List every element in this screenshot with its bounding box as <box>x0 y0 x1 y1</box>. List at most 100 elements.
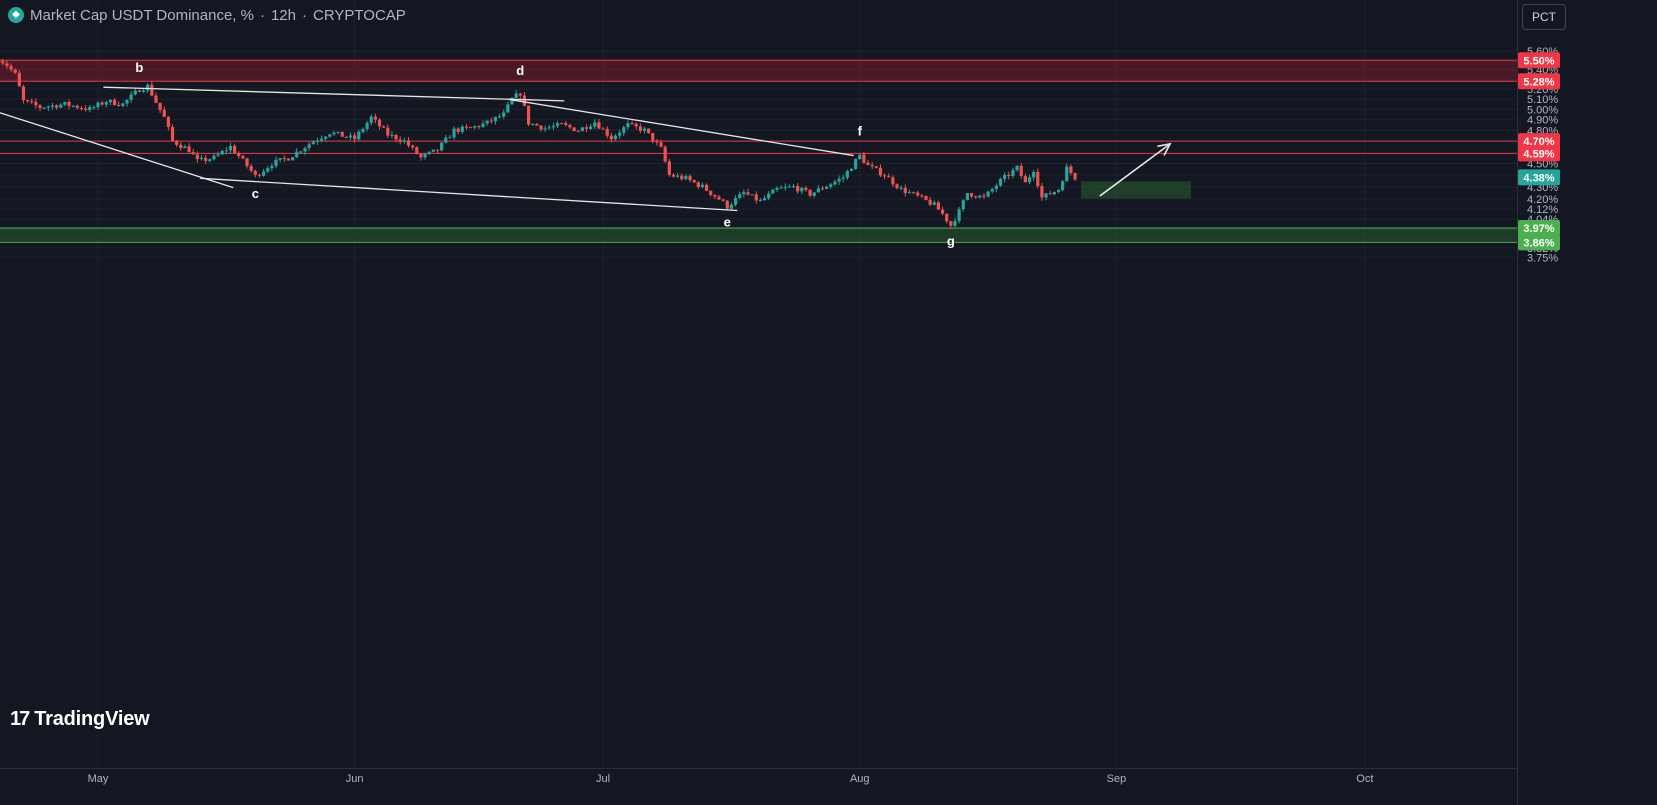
candle[interactable] <box>170 124 175 142</box>
candle[interactable] <box>547 124 551 130</box>
candle[interactable] <box>907 189 912 194</box>
candle[interactable] <box>895 183 899 190</box>
candle[interactable] <box>800 186 804 195</box>
candle[interactable] <box>55 104 59 110</box>
candle[interactable] <box>866 159 870 166</box>
candle[interactable] <box>862 151 866 164</box>
candle[interactable] <box>448 135 452 139</box>
candle[interactable] <box>986 190 990 198</box>
candle[interactable] <box>605 126 609 139</box>
candle[interactable] <box>17 70 21 87</box>
candle[interactable] <box>406 137 411 148</box>
candle[interactable] <box>34 98 38 109</box>
candle[interactable] <box>266 165 270 174</box>
candle[interactable] <box>390 131 394 139</box>
candle[interactable] <box>812 192 816 198</box>
candle[interactable] <box>622 125 626 136</box>
candle[interactable] <box>137 89 141 93</box>
candle[interactable] <box>613 133 618 141</box>
candle[interactable] <box>659 139 663 148</box>
candle[interactable] <box>328 134 332 138</box>
candle[interactable] <box>762 195 767 201</box>
candle[interactable] <box>175 140 179 147</box>
candle[interactable] <box>489 117 493 124</box>
candle[interactable] <box>224 146 228 155</box>
symbol-title[interactable]: Market Cap USDT Dominance, % <box>30 6 254 24</box>
candle[interactable] <box>104 100 108 108</box>
candle[interactable] <box>526 105 531 127</box>
candle[interactable] <box>560 122 564 125</box>
candle[interactable] <box>564 120 568 127</box>
candle[interactable] <box>1032 169 1036 181</box>
candle[interactable] <box>245 157 249 169</box>
candle[interactable] <box>1027 174 1032 185</box>
candle[interactable] <box>928 196 932 206</box>
candle[interactable] <box>373 113 377 124</box>
candle[interactable] <box>50 102 55 110</box>
candle[interactable] <box>1015 165 1019 172</box>
candle[interactable] <box>940 206 945 216</box>
candle[interactable] <box>274 156 278 169</box>
candle[interactable] <box>241 154 245 160</box>
candle[interactable] <box>957 206 961 224</box>
candle[interactable] <box>191 148 195 155</box>
candle[interactable] <box>911 191 916 194</box>
candle[interactable] <box>969 192 974 199</box>
candle[interactable] <box>878 164 883 178</box>
trendline-a-c[interactable] <box>0 110 234 189</box>
candle[interactable] <box>593 119 597 130</box>
candle[interactable] <box>299 150 303 155</box>
candle[interactable] <box>965 193 969 201</box>
candle[interactable] <box>692 179 696 184</box>
candle[interactable] <box>1069 164 1073 176</box>
candle[interactable] <box>746 188 750 196</box>
candle[interactable] <box>26 99 30 103</box>
candle[interactable] <box>75 104 79 110</box>
candle[interactable] <box>154 92 158 104</box>
candle[interactable] <box>344 136 348 139</box>
candle[interactable] <box>365 120 369 132</box>
candle[interactable] <box>535 123 539 126</box>
candle[interactable] <box>998 177 1003 187</box>
candle[interactable] <box>713 194 717 199</box>
candle[interactable] <box>870 161 874 170</box>
candle[interactable] <box>618 129 622 139</box>
interval-label[interactable]: 12h <box>270 6 296 24</box>
candle[interactable] <box>1023 173 1027 183</box>
candle[interactable] <box>791 184 796 189</box>
candle[interactable] <box>361 127 365 134</box>
candle[interactable] <box>953 217 957 229</box>
target-box[interactable] <box>1081 181 1191 199</box>
candle[interactable] <box>253 169 257 178</box>
trendline-d-f[interactable] <box>508 98 854 157</box>
candle[interactable] <box>353 132 357 143</box>
candle[interactable] <box>121 102 125 108</box>
candle[interactable] <box>423 152 427 160</box>
candle[interactable] <box>796 183 800 194</box>
candle[interactable] <box>820 186 825 191</box>
candle[interactable] <box>481 120 485 128</box>
candle[interactable] <box>899 185 903 191</box>
candle[interactable] <box>808 188 812 198</box>
candle[interactable] <box>278 157 282 163</box>
candle[interactable] <box>597 118 601 130</box>
candle[interactable] <box>874 165 878 169</box>
candle[interactable] <box>59 103 63 109</box>
candle[interactable] <box>829 182 833 190</box>
trendline-c-e[interactable] <box>200 177 738 212</box>
candle[interactable] <box>655 138 659 146</box>
candle[interactable] <box>733 195 738 207</box>
candle[interactable] <box>386 124 390 139</box>
candle[interactable] <box>1048 190 1052 195</box>
candle[interactable] <box>108 99 113 106</box>
candle[interactable] <box>419 153 423 161</box>
candle[interactable] <box>158 102 162 114</box>
candle[interactable] <box>79 106 84 111</box>
candle[interactable] <box>903 184 907 197</box>
candle[interactable] <box>212 153 216 161</box>
candle[interactable] <box>539 125 543 132</box>
candle[interactable] <box>444 134 448 144</box>
candle[interactable] <box>46 105 50 112</box>
candle[interactable] <box>754 191 758 204</box>
candle[interactable] <box>83 105 88 112</box>
